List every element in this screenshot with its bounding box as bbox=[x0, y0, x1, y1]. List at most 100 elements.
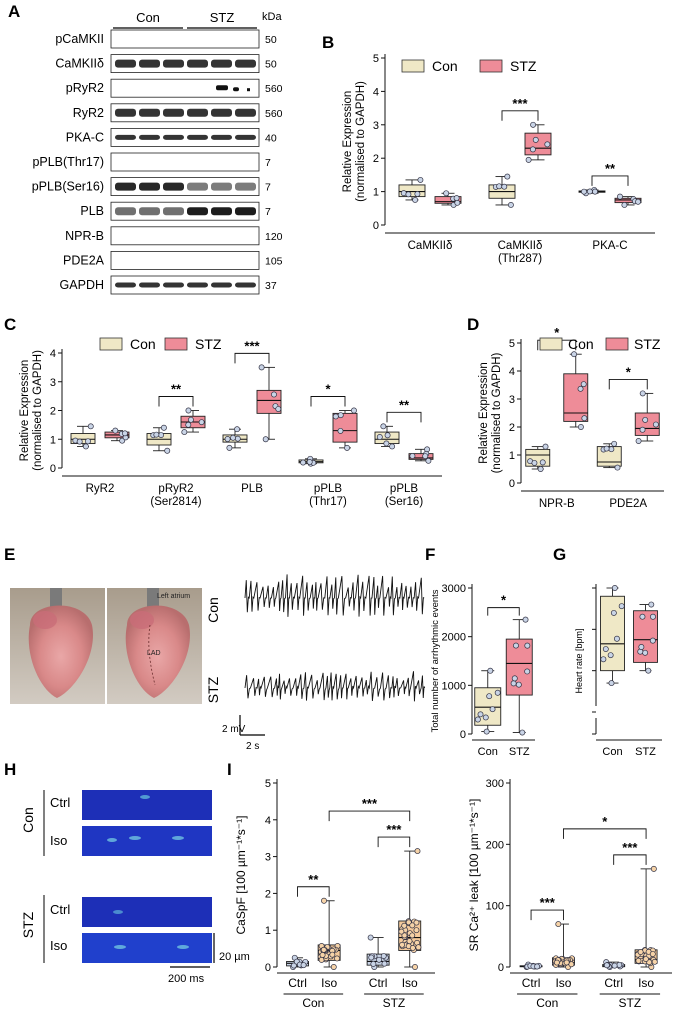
x-category-label: Iso bbox=[555, 976, 571, 990]
data-point bbox=[489, 706, 496, 713]
data-point bbox=[290, 962, 297, 969]
x-category-label: STZ bbox=[635, 746, 656, 758]
blot-label: PDE2A bbox=[63, 253, 105, 267]
significance-bracket bbox=[487, 607, 520, 616]
blot-band bbox=[211, 282, 232, 288]
y-tick-label: 2000 bbox=[442, 632, 466, 644]
scale-label-y: 20 µm bbox=[219, 951, 250, 963]
y-axis-label-line: Relative Expression bbox=[342, 91, 354, 193]
blot-label: GAPDH bbox=[60, 278, 104, 292]
data-point bbox=[399, 941, 406, 948]
data-point bbox=[571, 351, 578, 358]
data-point bbox=[635, 957, 642, 964]
linescan-con-iso bbox=[82, 826, 212, 856]
data-point bbox=[85, 438, 91, 445]
data-point bbox=[494, 689, 501, 696]
data-point bbox=[181, 429, 188, 436]
box bbox=[408, 453, 434, 460]
data-point bbox=[642, 956, 649, 962]
data-point bbox=[319, 951, 326, 958]
data-point bbox=[611, 440, 618, 447]
significance-bracket bbox=[501, 110, 539, 121]
data-point bbox=[539, 459, 546, 466]
blot-band bbox=[139, 282, 160, 288]
data-point bbox=[510, 680, 517, 687]
y-tick-label: 2 bbox=[265, 888, 271, 900]
data-point bbox=[483, 728, 490, 735]
data-point bbox=[496, 183, 503, 190]
legend-label-con: Con bbox=[130, 336, 156, 352]
y-axis-label-line: (normalised to GAPDH) bbox=[491, 352, 503, 473]
blot-band bbox=[187, 59, 208, 68]
blot-label: CaMKIIδ bbox=[55, 57, 104, 71]
data-point bbox=[553, 959, 560, 966]
blot-band bbox=[163, 282, 184, 288]
data-point bbox=[513, 642, 519, 649]
significance-label: * bbox=[626, 364, 632, 379]
data-point bbox=[112, 427, 119, 434]
legend-swatch-con bbox=[401, 59, 425, 73]
data-point bbox=[651, 958, 658, 965]
legend-swatch-stz bbox=[164, 337, 188, 351]
data-point bbox=[153, 431, 160, 438]
data-point bbox=[586, 188, 593, 195]
data-point bbox=[603, 445, 610, 452]
data-point bbox=[602, 646, 609, 652]
y-axis-label-text: CaSpF [100 µm⁻¹*s⁻¹] bbox=[234, 816, 248, 935]
data-point bbox=[412, 196, 419, 203]
data-point bbox=[406, 938, 413, 945]
y-tick-label: 0 bbox=[373, 220, 379, 232]
blot-band bbox=[163, 182, 184, 191]
data-point bbox=[522, 616, 529, 623]
label-left-atrium: Left atrium bbox=[157, 593, 190, 600]
scale-label-time: 2 s bbox=[246, 741, 259, 752]
x-category-label: Ctrl bbox=[604, 976, 623, 990]
chart-d: 0 1 2 3 4 5 Relative Expression (normalised to … bbox=[478, 325, 664, 510]
significance-bracket bbox=[377, 836, 411, 848]
blot-band bbox=[163, 207, 184, 216]
legend-label-stz: STZ bbox=[195, 336, 222, 352]
linescan-panel: Con STZ Ctrl Iso Ctrl Iso 200 ms 20 µm bbox=[20, 790, 250, 985]
x-category-label: NPR-B bbox=[539, 498, 575, 510]
legend-swatch-stz bbox=[479, 59, 503, 73]
data-point bbox=[224, 436, 231, 442]
data-point bbox=[563, 959, 570, 966]
significance-label: ** bbox=[605, 161, 616, 176]
y-axis-label: Heart rate [bpm] bbox=[574, 628, 584, 693]
data-point bbox=[367, 934, 374, 941]
significance-bracket bbox=[234, 352, 270, 364]
y-tick-label: 4 bbox=[50, 348, 56, 360]
blot-band bbox=[187, 134, 208, 140]
significance-bracket bbox=[158, 396, 194, 407]
data-point bbox=[405, 191, 412, 198]
data-point bbox=[198, 419, 205, 426]
blot-band bbox=[115, 134, 136, 140]
blot-frame bbox=[110, 177, 260, 197]
blot-kda: 7 bbox=[265, 206, 271, 218]
data-point bbox=[329, 951, 336, 958]
trace-label-stz: STZ bbox=[205, 676, 221, 703]
linescan-cond-ctrl: Ctrl bbox=[50, 795, 70, 810]
data-point bbox=[581, 188, 587, 195]
data-point bbox=[519, 729, 526, 736]
y-tick-label: 4 bbox=[509, 366, 515, 378]
blot-frame bbox=[110, 152, 260, 172]
y-axis-label-line: Relative Expression bbox=[478, 362, 490, 464]
data-point bbox=[650, 613, 656, 620]
data-point bbox=[603, 962, 610, 969]
blot-label: pPLB(Thr17) bbox=[32, 155, 104, 169]
data-point bbox=[648, 601, 655, 608]
data-point bbox=[544, 141, 551, 148]
panel-letter-a: A bbox=[8, 2, 20, 21]
data-point bbox=[614, 464, 621, 471]
data-point bbox=[76, 438, 83, 445]
blot-band bbox=[235, 134, 256, 140]
data-point bbox=[649, 951, 656, 957]
data-point bbox=[383, 440, 390, 447]
data-point bbox=[368, 954, 375, 961]
blot-frame bbox=[110, 127, 260, 147]
data-point bbox=[443, 190, 450, 197]
data-point bbox=[409, 932, 416, 939]
data-point bbox=[487, 667, 494, 674]
data-point bbox=[87, 423, 94, 430]
